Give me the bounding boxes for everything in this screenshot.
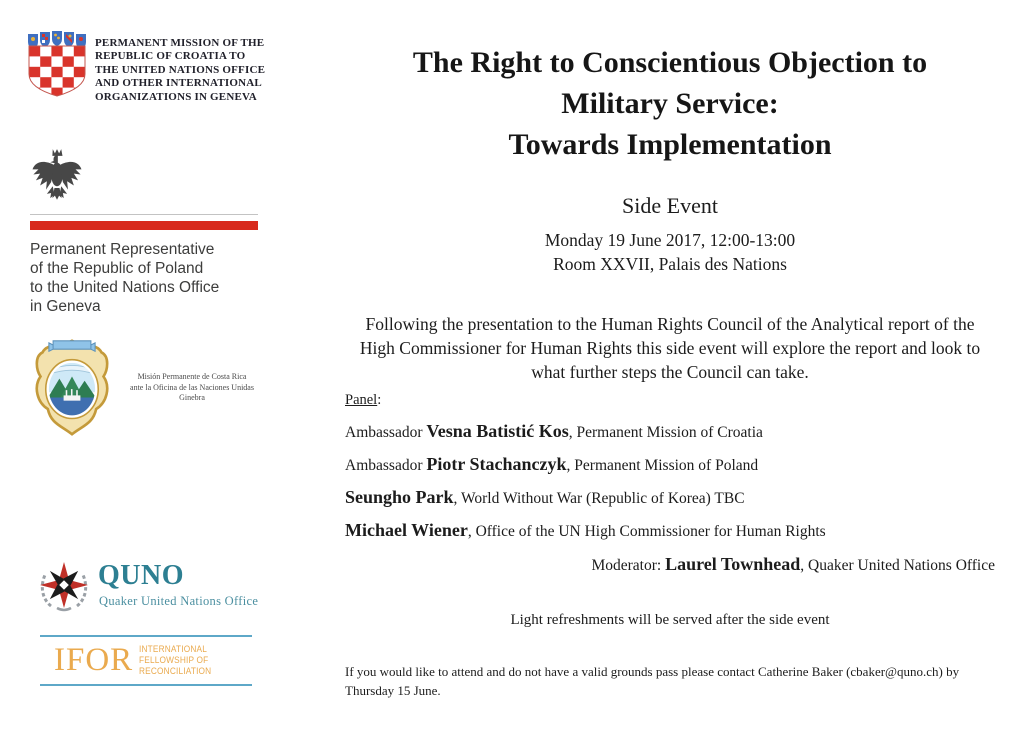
event-kind: Side Event xyxy=(622,193,718,218)
refreshments-note: Light refreshments will be served after … xyxy=(510,612,830,628)
costa-rica-emblem-icon xyxy=(30,334,114,445)
event-intro: Following the presentation to the Human … xyxy=(359,314,981,382)
croatia-mission-label: PERMANENT MISSION OF THE REPUBLIC OF CRO… xyxy=(95,37,266,103)
panel-member-name: Michael Wiener xyxy=(345,520,468,540)
poland-flag-white-bar xyxy=(30,214,258,221)
panel-member-row: Ambassador Piotr Stachanczyk, Permanent … xyxy=(345,455,995,475)
event-title: The Right to Conscientious Objection to … xyxy=(412,46,928,161)
panel-member-row: Ambassador Vesna Batistić Kos, Permanent… xyxy=(345,422,995,442)
event-when-where: Monday 19 June 2017, 12:00-13:00 Room XX… xyxy=(345,228,995,276)
moderator-row: Moderator: Laurel Townhead, Quaker Unite… xyxy=(345,554,995,575)
poland-mission-label: Permanent Representative of the Republic… xyxy=(30,241,220,315)
contact-note: If you would like to attend and do not h… xyxy=(345,664,960,698)
event-details: The Right to Conscientious Objection to … xyxy=(345,42,995,700)
panel-heading-colon: : xyxy=(377,392,382,408)
panel-member-name: Vesna Batistić Kos xyxy=(426,421,569,441)
moderator-prefix: Moderator: xyxy=(591,557,666,574)
poland-eagle-icon xyxy=(30,146,84,213)
quno-wordmark: QUNO xyxy=(98,560,184,591)
panel-member-row: Seungho Park, World Without War (Republi… xyxy=(345,488,995,508)
poland-flag-bars xyxy=(30,214,258,230)
ifor-logo: IFOR INTERNATIONAL FELLOWSHIP OF RECONCI… xyxy=(40,635,252,686)
panel-member-prefix: Ambassador xyxy=(345,424,427,441)
panel-heading: Panel: xyxy=(345,392,995,409)
quno-star-wreath-icon xyxy=(36,558,92,617)
event-datetime: Monday 19 June 2017, 12:00-13:00 xyxy=(544,230,796,250)
panel-member-affiliation: , Permanent Mission of Croatia xyxy=(568,424,763,441)
moderator-affiliation: , Quaker United Nations Office xyxy=(800,557,995,574)
panel-member-prefix: Ambassador xyxy=(345,457,427,474)
panel-member-affiliation: , World Without War (Republic of Korea) … xyxy=(453,490,745,507)
panel-member-affiliation: , Permanent Mission of Poland xyxy=(566,457,759,474)
panel-heading-word: Panel xyxy=(345,392,378,408)
panel-member-name: Piotr Stachanczyk xyxy=(426,454,567,474)
event-location: Room XXVII, Palais des Nations xyxy=(553,254,787,274)
moderator-name: Laurel Townhead xyxy=(665,554,801,574)
croatia-coat-of-arms-icon xyxy=(27,30,87,103)
panel-member-affiliation: , Office of the UN High Commissioner for… xyxy=(467,523,826,540)
costa-rica-mission-label: Misión Permanente de Costa Rica ante la … xyxy=(130,372,254,402)
ifor-subtitle: INTERNATIONAL FELLOWSHIP OF RECONCILIATI… xyxy=(139,643,212,676)
poland-flag-red-bar xyxy=(30,221,258,230)
panel-member-name: Seungho Park xyxy=(345,487,454,507)
ifor-wordmark: IFOR xyxy=(54,642,134,678)
panel-member-row: Michael Wiener, Office of the UN High Co… xyxy=(345,521,995,541)
quno-subtitle: Quaker United Nations Office xyxy=(99,594,259,608)
